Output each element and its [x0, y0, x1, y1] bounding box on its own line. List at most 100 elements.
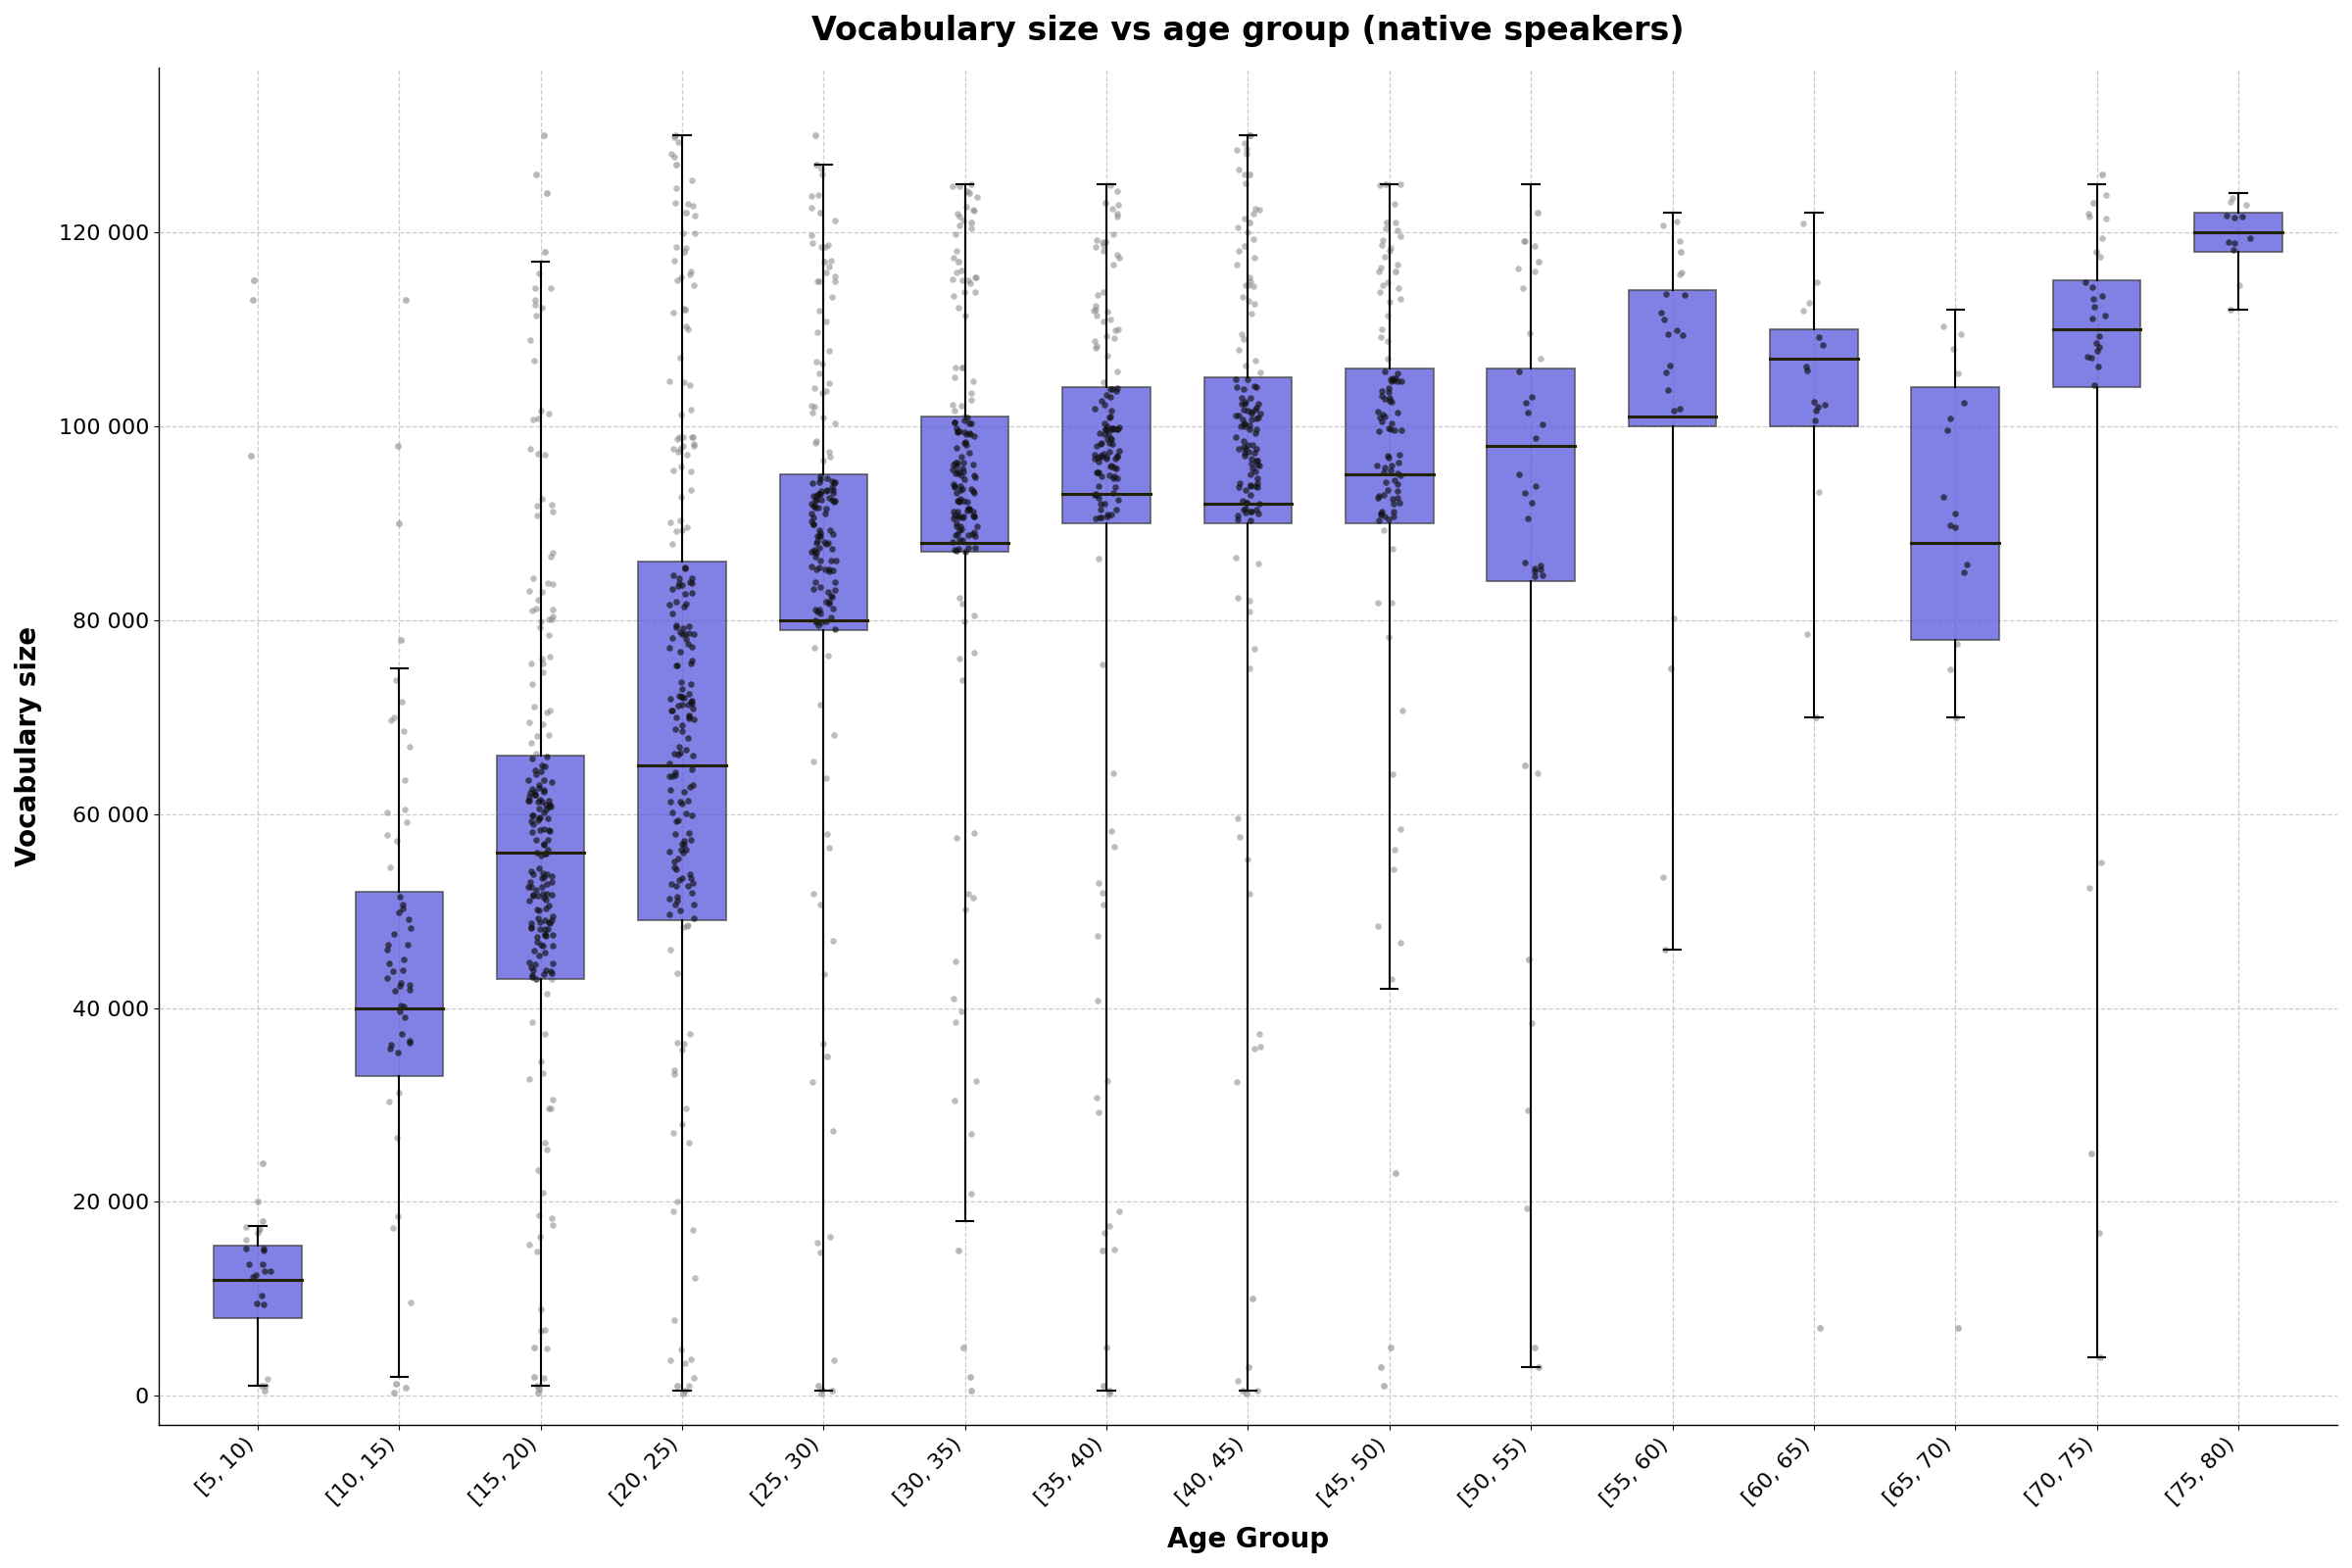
Point: [386, 797, 423, 822]
Point: [661, 734, 699, 759]
Point: [1230, 162, 1268, 187]
Point: [2079, 354, 2117, 379]
Point: [673, 671, 710, 696]
Point: [652, 839, 689, 864]
Point: [654, 626, 691, 651]
Point: [517, 826, 555, 851]
Point: [668, 873, 706, 898]
Point: [1359, 914, 1397, 939]
Point: [659, 1189, 696, 1214]
Point: [673, 651, 710, 676]
Point: [936, 1010, 974, 1035]
Point: [517, 897, 555, 922]
Point: [529, 828, 567, 853]
Point: [666, 622, 703, 648]
Point: [1364, 499, 1402, 524]
Point: [527, 939, 564, 964]
Point: [1096, 834, 1134, 859]
Point: [369, 936, 407, 961]
Point: [797, 539, 835, 564]
Point: [390, 1030, 428, 1055]
Point: [513, 746, 550, 771]
Point: [802, 488, 840, 513]
Point: [379, 433, 416, 458]
Bar: [2194, 213, 2281, 251]
Point: [809, 254, 847, 279]
Point: [1663, 323, 1700, 348]
Point: [520, 787, 557, 812]
Point: [656, 654, 694, 679]
Point: [1362, 281, 1399, 306]
Point: [1080, 420, 1117, 445]
Point: [2072, 274, 2110, 299]
Point: [656, 809, 694, 834]
Point: [802, 521, 840, 546]
Point: [1362, 378, 1399, 403]
Point: [659, 613, 696, 638]
Point: [1084, 1374, 1122, 1399]
Point: [1094, 221, 1131, 246]
Point: [527, 1317, 564, 1342]
Point: [515, 1364, 553, 1389]
Point: [955, 423, 993, 448]
Point: [1077, 227, 1115, 252]
Point: [1235, 201, 1272, 226]
Point: [1367, 216, 1404, 241]
Point: [1364, 273, 1402, 298]
Point: [652, 764, 689, 789]
Point: [652, 687, 689, 712]
Point: [1232, 1286, 1270, 1311]
Point: [943, 463, 981, 488]
Point: [663, 713, 701, 739]
Point: [529, 818, 567, 844]
Point: [654, 577, 691, 602]
Point: [520, 586, 557, 612]
Point: [666, 1030, 703, 1055]
Point: [950, 497, 988, 522]
Point: [1225, 428, 1263, 453]
Point: [1656, 398, 1693, 423]
Point: [383, 895, 421, 920]
Point: [240, 1217, 278, 1242]
Point: [1371, 417, 1409, 442]
Point: [1795, 390, 1832, 416]
Point: [1098, 445, 1136, 470]
Point: [675, 906, 713, 931]
Point: [659, 873, 696, 898]
Point: [659, 439, 696, 464]
Point: [1367, 245, 1404, 270]
Point: [1510, 947, 1548, 972]
Point: [517, 162, 555, 187]
Point: [668, 235, 706, 260]
Point: [943, 999, 981, 1024]
Point: [1785, 212, 1823, 237]
Point: [659, 1374, 696, 1399]
Point: [1501, 256, 1538, 281]
Point: [242, 1251, 280, 1276]
Point: [522, 753, 560, 778]
Point: [663, 792, 701, 817]
Point: [245, 1239, 282, 1264]
Point: [941, 489, 978, 514]
Point: [534, 571, 572, 596]
Point: [800, 320, 837, 345]
Point: [2216, 205, 2253, 230]
Point: [668, 591, 706, 616]
Point: [668, 314, 706, 339]
Point: [529, 909, 567, 935]
Point: [520, 808, 557, 833]
Point: [802, 524, 840, 549]
Point: [807, 608, 844, 633]
Point: [1089, 420, 1127, 445]
Point: [1091, 405, 1129, 430]
Point: [804, 961, 842, 986]
Point: [235, 287, 273, 312]
Point: [941, 419, 978, 444]
Point: [948, 422, 985, 447]
Point: [1230, 599, 1268, 624]
Point: [245, 1151, 282, 1176]
Point: [1077, 459, 1115, 485]
Point: [1228, 433, 1265, 458]
Point: [1232, 400, 1270, 425]
Point: [654, 698, 691, 723]
